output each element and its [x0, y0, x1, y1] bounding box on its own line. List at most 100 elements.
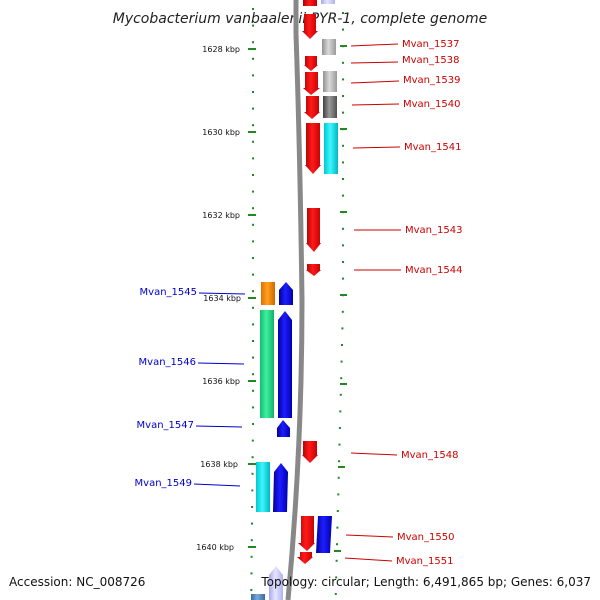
axis-dot — [342, 78, 344, 81]
label-mvan-1543[interactable]: Mvan_1543 — [405, 225, 462, 236]
tick-label: 1640 kbp — [196, 543, 234, 552]
axis-dot — [252, 8, 254, 10]
genome-backbone — [285, 33, 305, 600]
label-mvan-1549[interactable]: Mvan_1549 — [135, 478, 192, 489]
axis-dot — [342, 194, 344, 197]
axis-dot — [252, 41, 254, 44]
gene-mvan-1537-partner[interactable] — [322, 39, 336, 55]
axis-dot — [252, 240, 254, 243]
tick-label: 1632 kbp — [202, 211, 240, 220]
gene-mvan-1540[interactable] — [304, 96, 320, 119]
axis-dot — [251, 522, 253, 525]
axis-dot — [250, 589, 253, 591]
axis-dot — [252, 57, 254, 60]
gene-mvan-1546-partner[interactable] — [278, 311, 292, 418]
accession-text: Accession: NC_008726 — [9, 575, 145, 589]
axis-dot — [252, 91, 254, 93]
axis-dot — [342, 95, 344, 97]
axis-dot — [252, 423, 254, 425]
axis-dot — [342, 277, 344, 280]
axis-dot — [335, 559, 338, 562]
axis-dot — [341, 327, 344, 330]
axis-dot — [342, 111, 344, 114]
left-axis-rail — [250, 8, 254, 591]
tick-1634: 1634 kbp — [203, 294, 256, 303]
axis-dot — [252, 223, 254, 226]
gene-mvan-1537[interactable] — [302, 14, 318, 39]
axis-dot — [337, 476, 340, 479]
gene-mvan-1550[interactable] — [298, 516, 315, 551]
axis-dot — [339, 410, 342, 413]
axis-dot — [252, 207, 254, 210]
label-mvan-1539[interactable]: Mvan_1539 — [403, 75, 460, 86]
axis-dot — [252, 174, 254, 176]
axis-dot — [340, 360, 343, 363]
axis-dot — [252, 124, 254, 127]
axis-dot — [336, 543, 338, 546]
gene-top-partial[interactable] — [303, 0, 317, 6]
axis-dot — [338, 443, 341, 446]
tick-1638: 1638 kbp — [200, 460, 256, 469]
axis-dot — [338, 427, 341, 429]
label-mvan-1545[interactable]: Mvan_1545 — [140, 287, 197, 298]
axis-dot — [251, 472, 254, 475]
gene-bottom-partial-steel[interactable] — [251, 594, 265, 600]
label-mvan-1537[interactable]: Mvan_1537 — [402, 39, 459, 50]
axis-dot — [334, 593, 337, 595]
axis-dot — [340, 377, 343, 380]
label-mvan-1550[interactable]: Mvan_1550 — [397, 532, 454, 543]
label-mvan-1541[interactable]: Mvan_1541 — [404, 142, 461, 153]
map-title: Mycobacterium vanbaalenii PYR-1, complet… — [113, 11, 488, 27]
tick-1630: 1630 kbp — [202, 128, 256, 137]
axis-dot — [252, 257, 254, 259]
axis-dot — [341, 310, 344, 313]
label-mvan-1548[interactable]: Mvan_1548 — [401, 450, 458, 461]
gene-mvan-1539[interactable] — [303, 72, 320, 95]
gene-top-partial-gray[interactable] — [321, 0, 335, 4]
gene-mvan-1550-partner[interactable] — [316, 516, 332, 553]
axis-dot — [250, 572, 253, 575]
axis-dot — [252, 340, 254, 342]
tick-1640: 1640 kbp — [196, 543, 256, 552]
axis-dot — [252, 74, 254, 77]
gene-mvan-1543[interactable] — [306, 208, 321, 252]
genome-summary-text: Topology: circular; Length: 6,491,865 bp… — [260, 575, 591, 589]
axis-dot — [338, 460, 341, 463]
gene-bottom-partial[interactable] — [269, 566, 283, 600]
axis-dot — [337, 493, 340, 496]
label-mvan-1538[interactable]: Mvan_1538 — [402, 55, 459, 66]
gene-mvan-1548[interactable] — [302, 441, 318, 463]
gene-mvan-1540-partner[interactable] — [323, 96, 337, 118]
axis-dot — [251, 439, 254, 442]
axis-dot — [342, 144, 344, 147]
label-mvan-1547[interactable]: Mvan_1547 — [137, 420, 194, 431]
right-gene-labels: Mvan_1537 Mvan_1538 Mvan_1539 Mvan_1540 … — [344, 39, 462, 567]
gene-mvan-1541-partner[interactable] — [324, 123, 338, 174]
gene-mvan-1538[interactable] — [304, 56, 318, 71]
label-mvan-1546[interactable]: Mvan_1546 — [139, 357, 196, 368]
axis-dot — [252, 190, 254, 193]
gene-mvan-1544[interactable] — [306, 264, 321, 276]
gene-mvan-1551[interactable] — [297, 552, 313, 564]
label-mvan-1540[interactable]: Mvan_1540 — [403, 99, 460, 110]
gene-mvan-1545[interactable] — [261, 282, 275, 305]
axis-dot — [342, 244, 344, 247]
gene-mvan-1541[interactable] — [305, 123, 321, 174]
gene-mvan-1547[interactable] — [277, 420, 290, 437]
axis-dot — [252, 273, 254, 276]
axis-dot — [251, 506, 254, 508]
axis-dot — [339, 393, 342, 396]
axis-dot — [250, 539, 253, 542]
gene-mvan-1546[interactable] — [260, 310, 274, 418]
label-mvan-1544[interactable]: Mvan_1544 — [405, 265, 462, 276]
axis-dot — [342, 61, 344, 64]
axis-dot — [252, 306, 254, 309]
label-mvan-1551[interactable]: Mvan_1551 — [396, 556, 453, 567]
gene-mvan-1549-partner[interactable] — [273, 463, 288, 512]
gene-mvan-1549[interactable] — [256, 462, 270, 512]
axis-dot — [250, 555, 253, 558]
gene-mvan-1545-partner[interactable] — [279, 282, 293, 305]
gene-mvan-1539-partner[interactable] — [323, 71, 337, 92]
forward-strand-genes — [297, 0, 338, 564]
